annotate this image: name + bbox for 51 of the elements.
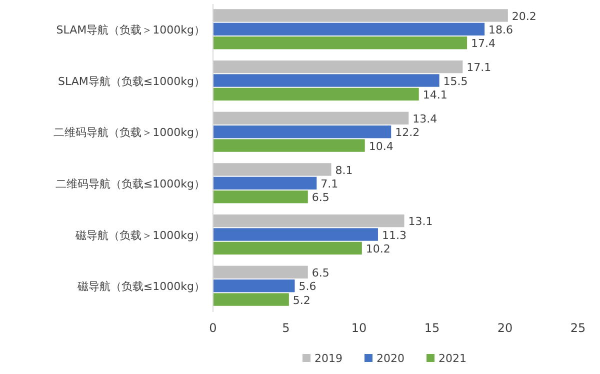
bar [213, 125, 392, 138]
data-label: 15.5 [443, 74, 468, 88]
bar [213, 228, 378, 241]
y-tick-label: SLAM导航（负载≤1000kg） [58, 74, 205, 88]
data-label: 5.2 [292, 294, 310, 307]
bar [213, 293, 289, 306]
x-tick-label: 20 [497, 321, 513, 335]
y-tick-label: 磁导航（负载＞1000kg） [74, 228, 205, 242]
data-label: 17.1 [466, 61, 492, 74]
y-tick-label: SLAM导航（负载＞1000kg） [56, 24, 205, 37]
x-tick-label: 15 [424, 321, 440, 335]
y-tick-label: 磁导航（负载≤1000kg） [76, 280, 205, 294]
y-tick-label: 二维码导航（负载＞1000kg） [54, 126, 205, 140]
data-label: 10.2 [366, 242, 390, 256]
data-label: 14.1 [422, 88, 448, 102]
x-tick-label: 5 [282, 321, 290, 335]
bar [213, 242, 362, 255]
bar [213, 112, 409, 124]
data-label: 10.4 [368, 140, 394, 153]
data-label: 13.1 [408, 215, 433, 228]
legend-label: 2021 [438, 352, 466, 365]
data-label: 7.1 [320, 178, 338, 191]
bar [213, 163, 332, 176]
bar [213, 22, 485, 36]
x-tick-label: 25 [570, 321, 586, 335]
bar [213, 60, 463, 74]
data-label: 13.4 [412, 112, 438, 126]
data-label: 18.6 [488, 24, 514, 37]
data-label: 17.4 [471, 37, 496, 50]
bar [213, 266, 308, 278]
data-label: 8.1 [335, 164, 353, 177]
x-tick-label: 10 [351, 321, 367, 335]
data-label: 5.6 [298, 280, 316, 294]
bar [213, 139, 365, 152]
legend-label: 2020 [376, 352, 404, 365]
data-label: 11.3 [382, 228, 406, 242]
x-tick-label: 0 [209, 321, 217, 335]
bar [213, 214, 404, 228]
bar [213, 88, 419, 101]
y-tick-label: 二维码导航（负载≤1000kg） [55, 178, 205, 191]
bar [213, 190, 308, 204]
data-label: 6.5 [312, 266, 330, 280]
bar [213, 74, 440, 87]
legend-label: 2019 [314, 352, 342, 365]
bar [213, 36, 468, 50]
bar [213, 9, 508, 22]
data-label: 20.2 [512, 10, 536, 23]
data-label: 6.5 [312, 191, 330, 204]
data-label: 12.2 [395, 126, 420, 140]
bar [213, 279, 295, 292]
bar [213, 176, 317, 190]
